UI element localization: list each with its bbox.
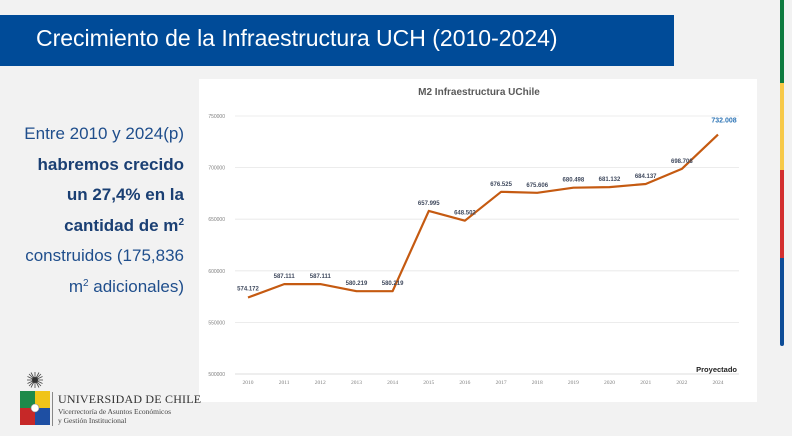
data-label: 676.525 xyxy=(490,182,512,188)
superscript: 2 xyxy=(178,216,184,228)
data-label: 657.995 xyxy=(418,201,440,207)
data-label: 574.172 xyxy=(237,286,259,292)
y-tick-label: 500000 xyxy=(208,372,225,378)
x-tick-label: 2020 xyxy=(604,380,615,386)
projected-annotation: Proyectado xyxy=(696,365,737,374)
x-tick-label: 2017 xyxy=(496,380,507,386)
x-tick-label: 2013 xyxy=(351,380,362,386)
department-line-1: Vicerrectoría de Asuntos Económicos xyxy=(58,407,172,416)
chart-panel: M2 Infraestructura UChile 500000 550000 60… xyxy=(199,79,757,402)
x-tick-label: 2024 xyxy=(713,380,724,386)
chart-title: M2 Infraestructura UChile xyxy=(418,87,540,98)
summary-line-4-text: cantidad de m xyxy=(64,215,179,235)
summary-line-5: construidos (175,836 xyxy=(25,246,184,265)
data-label: 580.219 xyxy=(346,281,368,287)
university-name: UNIVERSIDAD DE CHILE xyxy=(58,392,202,406)
x-tick-label: 2011 xyxy=(279,380,290,386)
data-label: 587.111 xyxy=(310,274,332,280)
data-label: 648.502 xyxy=(454,211,476,217)
summary-line-6-post: adicionales) xyxy=(88,276,184,296)
data-label: 580.219 xyxy=(382,281,404,287)
y-tick-label: 550000 xyxy=(208,320,225,326)
data-label: 675.606 xyxy=(526,183,548,189)
x-tick-label: 2014 xyxy=(387,380,398,386)
data-label: 698.708 xyxy=(671,159,693,165)
x-tick-label: 2022 xyxy=(676,380,687,386)
logo-text: UNIVERSIDAD DE CHILE Vicerrectoría de As… xyxy=(58,392,201,425)
x-tick-label: 2021 xyxy=(640,380,651,386)
data-label: 681.132 xyxy=(599,177,621,183)
y-tick-label: 650000 xyxy=(208,217,225,223)
data-label: 680.498 xyxy=(563,178,585,184)
x-tick-label: 2012 xyxy=(315,380,326,386)
x-tick-label: 2016 xyxy=(459,380,470,386)
color-strip-green xyxy=(780,0,784,83)
summary-line-6: m2 adicionales) xyxy=(0,272,184,303)
y-tick-label: 750000 xyxy=(208,114,225,120)
summary-line-6-pre: m xyxy=(68,276,83,296)
summary-text: Entre 2010 y 2024(p) habremos crecido un… xyxy=(0,119,184,302)
x-tick-label: 2018 xyxy=(532,380,543,386)
series-line xyxy=(247,133,719,299)
color-strip-red xyxy=(780,170,784,258)
department-line-2: y Gestión Institucional xyxy=(58,416,127,425)
color-strip-yellow xyxy=(780,83,784,170)
university-crest-icon xyxy=(20,372,50,425)
logo-divider xyxy=(52,392,53,426)
superscript: 2 xyxy=(82,277,89,289)
summary-line-3: un 27,4% en la xyxy=(66,185,184,204)
summary-line-1: Entre 2010 y 2024(p) xyxy=(24,124,184,143)
color-strip-blue xyxy=(780,258,784,346)
title-bar: Crecimiento de la Infraestructura UCH (2… xyxy=(0,15,674,66)
x-tick-label: 2015 xyxy=(423,380,434,386)
summary-line-2: habremos crecido xyxy=(37,154,184,174)
y-tick-label: 600000 xyxy=(208,269,225,275)
y-tick-label: 700000 xyxy=(208,166,225,172)
x-tick-label: 2019 xyxy=(568,380,579,386)
data-label: 684.137 xyxy=(635,174,657,180)
summary-line-4: cantidad de m2 xyxy=(0,211,184,242)
page-title: Crecimiento de la Infraestructura UCH (2… xyxy=(36,25,558,51)
x-tick-label: 2010 xyxy=(243,380,254,386)
data-label: 732.008 xyxy=(711,118,736,125)
data-label: 587.111 xyxy=(274,274,296,280)
line-chart: M2 Infraestructura UChile 500000 550000 60… xyxy=(208,87,739,386)
